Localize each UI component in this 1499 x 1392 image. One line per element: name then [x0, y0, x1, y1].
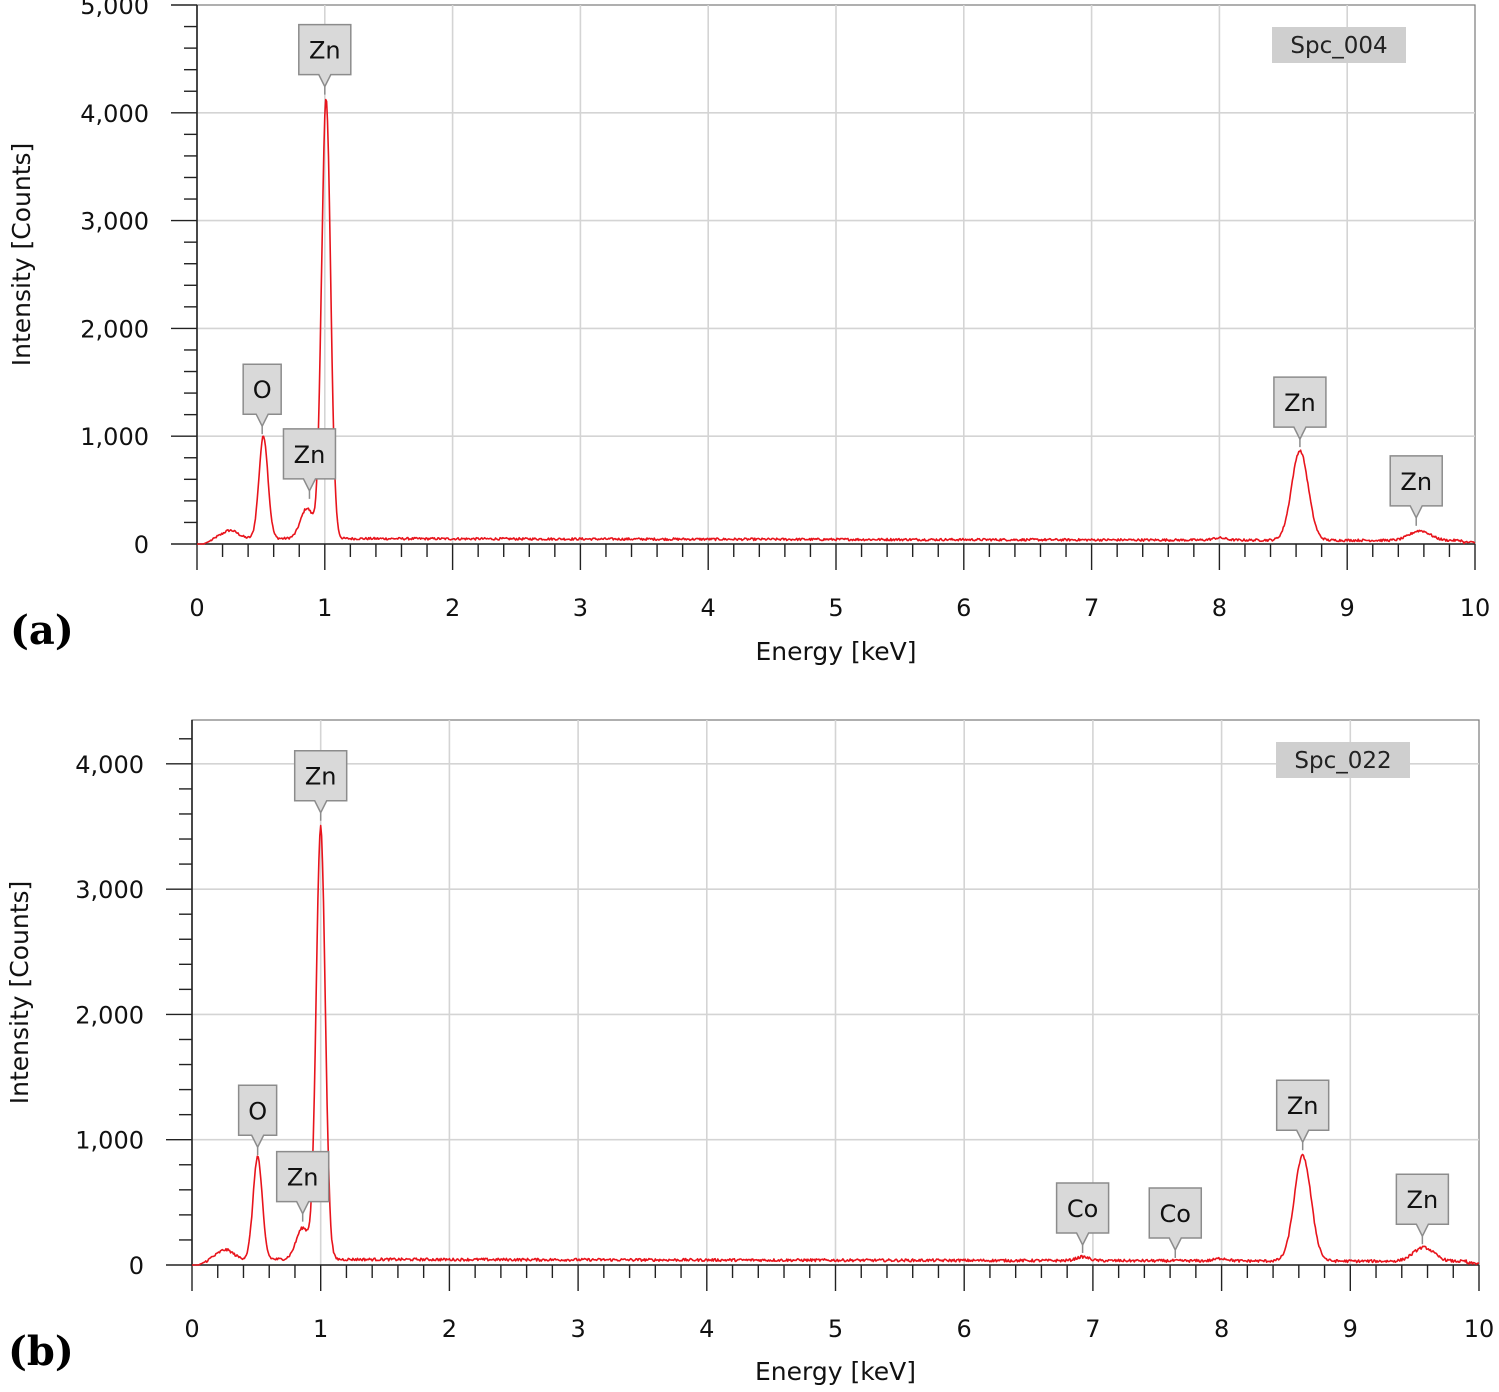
peak-label-o: O [237, 1084, 278, 1156]
x-tick-label: 10 [1464, 1315, 1495, 1343]
x-tick-label: 3 [573, 594, 588, 622]
peak-callout-box [282, 428, 337, 493]
peak-callout-box [275, 1150, 330, 1216]
x-tick-label: 5 [828, 594, 843, 622]
peak-callout-box [237, 1084, 278, 1149]
panel-label: (a) [10, 607, 74, 654]
y-tick-label: 0 [129, 1252, 144, 1280]
x-tick-label: 7 [1085, 1315, 1100, 1343]
spectrum-name-badge: Spc_004 [1272, 27, 1406, 63]
peak-label-zn: Zn [275, 1150, 330, 1222]
peak-label-text: Zn [1407, 1186, 1439, 1214]
y-tick-label: 4,000 [80, 100, 149, 128]
peak-callout-box [1275, 1079, 1330, 1144]
spectrum-name-text: Spc_022 [1294, 748, 1391, 774]
y-tick-label: 2,000 [80, 315, 149, 343]
peak-label-zn: Zn [1273, 376, 1327, 448]
y-tick-label: 1,000 [75, 1127, 144, 1155]
peak-callout-box [298, 23, 352, 89]
peak-callout-box [1395, 1173, 1450, 1238]
y-tick-label: 5,000 [80, 0, 149, 20]
peak-label-text: Zn [287, 1164, 319, 1192]
x-tick-label: 5 [828, 1315, 843, 1343]
peak-callout-box [242, 363, 282, 428]
peak-label-text: Co [1067, 1195, 1098, 1223]
x-tick-label: 7 [1084, 594, 1099, 622]
peak-label-text: Co [1160, 1200, 1191, 1228]
peak-label-o: O [242, 363, 282, 435]
peak-label-zn: Zn [293, 749, 348, 821]
peak-label-text: O [248, 1097, 267, 1125]
peak-callout-box [1148, 1187, 1203, 1252]
y-tick-label: 4,000 [75, 751, 144, 779]
peak-label-text: Zn [1400, 468, 1432, 496]
panel-label: (b) [8, 1328, 74, 1375]
chart-panel-b: 0 1 2 3 4 5 6 7 8 9 10 0 1,000 2,000 3,000 4,000 Energy … [5, 719, 1495, 1386]
y-axis-title: Intensity [Counts] [7, 143, 36, 367]
peak-callout-box [293, 749, 348, 815]
spectrum-name-box [1276, 742, 1410, 778]
peak-label-zn: Zn [1275, 1079, 1330, 1151]
peak-callout-box [1055, 1182, 1110, 1247]
y-tick-label: 3,000 [75, 876, 144, 904]
peak-callout-box [1273, 376, 1327, 441]
peak-label-zn: Zn [1389, 455, 1443, 526]
y-tick-label: 3,000 [80, 208, 149, 236]
peak-label-text: Zn [1287, 1092, 1319, 1120]
peak-label-co: Co [1055, 1182, 1110, 1253]
peak-label-text: O [253, 376, 272, 404]
x-tick-label: 1 [313, 1315, 328, 1343]
x-axis-title: Energy [keV] [755, 1357, 916, 1386]
x-tick-label: 4 [699, 1315, 714, 1343]
x-tick-label: 2 [442, 1315, 457, 1343]
peak-label-text: Zn [294, 441, 326, 469]
x-tick-label: 3 [570, 1315, 585, 1343]
peak-label-zn: Zn [282, 428, 337, 499]
chart-panel-a: 0 1 2 3 4 5 6 7 8 9 10 0 1,000 2,000 3,000 4,000 5,000 En… [7, 0, 1490, 666]
spectrum-name-text: Spc_004 [1290, 33, 1387, 59]
peak-label-co: Co [1148, 1187, 1203, 1258]
spectrum-line [197, 98, 1476, 545]
x-axis-title: Energy [keV] [755, 637, 916, 666]
peak-label-text: Zn [309, 37, 341, 65]
spectrum-name-badge: Spc_022 [1276, 742, 1410, 778]
y-tick-label: 2,000 [75, 1001, 144, 1029]
x-tick-label: 10 [1460, 594, 1491, 622]
x-tick-label: 1 [317, 594, 332, 622]
peak-label-zn: Zn [298, 23, 352, 95]
x-tick-label: 0 [184, 1315, 199, 1343]
x-tick-label: 6 [957, 1315, 972, 1343]
peak-callout-box [1389, 455, 1443, 520]
x-tick-label: 9 [1340, 594, 1355, 622]
peak-label-zn: Zn [1395, 1173, 1450, 1245]
x-tick-label: 9 [1343, 1315, 1358, 1343]
spectrum-line [192, 824, 1480, 1266]
y-tick-label: 1,000 [80, 423, 149, 451]
x-tick-label: 6 [956, 594, 971, 622]
x-tick-label: 4 [701, 594, 716, 622]
x-tick-label: 2 [445, 594, 460, 622]
peak-label-text: Zn [305, 763, 337, 791]
y-axis-title: Intensity [Counts] [5, 881, 34, 1105]
peak-label-text: Zn [1284, 389, 1316, 417]
x-tick-label: 8 [1212, 594, 1227, 622]
spectrum-name-box [1272, 27, 1406, 63]
x-tick-label: 0 [189, 594, 204, 622]
x-tick-label: 8 [1214, 1315, 1229, 1343]
y-tick-label: 0 [134, 531, 149, 559]
